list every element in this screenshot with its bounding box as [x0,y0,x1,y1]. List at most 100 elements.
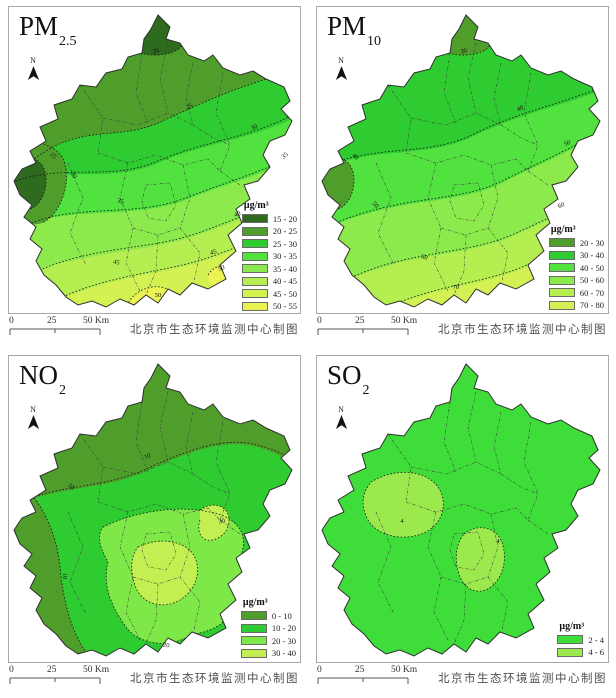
north-triangle-icon [335,66,347,80]
legend-range-label: 50 - 60 [579,275,604,285]
scale-label-50km: 50 Km [83,316,110,326]
legend-range-label: 2 - 4 [588,634,604,645]
scale-label-25: 25 [47,316,57,326]
legend-row: 40 - 45 [241,276,297,286]
scale-label-0: 0 [317,316,322,326]
contour-label: 40 [233,210,242,219]
map-legend-so2: μg/m³ 2 - 4 4 - 6 [557,621,604,657]
legend-row: 30 - 40 [240,648,296,658]
legend-swatch [557,635,584,644]
scale-bar-line [317,328,409,335]
map-canvas-so2: 44 [321,363,601,657]
legend-swatch [548,250,575,260]
north-triangle-icon [27,415,39,429]
contour-label: 50 [563,139,572,148]
legend-row: 60 - 70 [548,287,604,298]
legend-range-label: 25 - 30 [272,238,297,249]
north-arrow-icon: N [25,57,41,81]
legend-range-label: 30 - 40 [271,648,296,658]
north-label: N [30,56,36,65]
contour-label: 50 [370,200,380,209]
north-arrow-icon: N [333,57,349,81]
legend-range-label: 10 - 20 [271,623,296,633]
legend-swatch [240,611,267,620]
contour-label: 30 [69,171,78,180]
scale-bar: 0 25 50 Km [317,316,437,338]
legend-swatch [548,238,575,247]
contour-label: 35 [116,197,124,206]
legend-swatch [241,276,268,286]
legend-swatch [241,214,268,223]
north-label: N [338,405,344,414]
contour-label: 30 [460,47,468,55]
attribution-text: 北京市生态环境监测中心制图 [130,324,299,336]
contour-label: 45 [209,248,217,257]
legend-row: 25 - 30 [241,238,297,249]
legend-swatch [240,648,267,658]
title-sub: 2.5 [59,34,77,50]
map-frame-pm25: 20 25 25 30 30 35 35 40 45 45 50 50 PM2.5 N μg/m³ 1… [8,6,301,314]
map-title-so2: SO2 [327,360,370,399]
scale-label-50km: 50 Km [391,316,418,326]
north-arrow-icon: N [333,406,349,430]
title-main: NO [19,360,58,390]
map-legend-no2: μg/m³ 0 - 10 10 - 20 20 - 30 30 - 40 [240,597,296,658]
map-frame-no2: 10 10 10 30 20 NO2 N μg/m³ 0 - 10 10 - 20 20 -… [8,355,301,663]
map-title-pm25: PM2.5 [19,11,77,50]
panel-no2: 10 10 10 30 20 NO2 N μg/m³ 0 - 10 10 - 20 20 -… [0,349,308,698]
legend-row: 30 - 40 [548,250,604,260]
north-triangle-icon [27,66,39,80]
scale-bar-line [9,677,101,684]
legend-row: 30 - 35 [241,251,297,261]
legend-range-label: 60 - 70 [579,287,604,298]
contour-label: 4 [496,538,500,545]
legend-swatch [241,239,268,248]
contour-label: 60 [420,253,428,261]
contour-label: 20 [163,642,170,650]
title-sub: 10 [367,34,382,50]
legend-row: 50 - 60 [548,275,604,285]
legend-range-label: 45 - 50 [272,288,297,299]
north-label: N [338,56,344,65]
map-canvas-no2: 10 10 10 30 20 [13,363,293,657]
legend-row: 0 - 10 [240,611,296,621]
legend-row: 20 - 30 [548,238,604,248]
legend-unit-label: μg/m³ [550,224,576,235]
legend-range-label: 30 - 35 [272,251,297,261]
panel-pm25: 20 25 25 30 30 35 35 40 45 45 50 50 PM2.5 N μg/m³ 1… [0,0,308,349]
legend-unit-label: μg/m³ [242,597,268,608]
scale-label-25: 25 [355,665,365,675]
scale-bar: 0 25 50 Km [9,665,129,687]
legend-swatch [241,289,268,298]
legend-range-label: 50 - 55 [272,301,297,311]
legend-swatch [557,647,584,657]
legend-range-label: 40 - 50 [579,262,604,273]
legend-range-label: 30 - 40 [579,250,604,260]
north-arrow-icon: N [25,406,41,430]
map-canvas-pm10: 30 40 40 50 50 60 60 70 [321,14,601,308]
legend-unit-label: μg/m³ [243,200,269,211]
legend-row: 10 - 20 [240,623,296,633]
legend-row: 70 - 80 [548,300,604,310]
legend-swatch [548,263,575,272]
map-title-no2: NO2 [19,360,66,398]
title-sub: 2 [362,383,370,399]
legend-range-label: 35 - 40 [272,263,297,274]
legend-row: 35 - 40 [241,263,297,274]
scale-bar: 0 25 50 Km [317,665,437,687]
legend-range-label: 20 - 25 [272,226,297,236]
contour-label: 25 [48,151,57,161]
legend-row: 45 - 50 [241,288,297,299]
map-legend-pm25: μg/m³ 15 - 20 20 - 25 25 - 30 30 - 35 35 - 4… [241,200,297,311]
scale-label-25: 25 [355,316,365,326]
contour-label: 40 [350,152,360,162]
contour-label: 60 [557,201,566,210]
north-label: N [30,405,36,414]
contour-label: 30 [250,123,259,132]
scale-bar-line [9,328,101,335]
legend-swatch [548,300,575,310]
legend-row: 40 - 50 [548,262,604,273]
